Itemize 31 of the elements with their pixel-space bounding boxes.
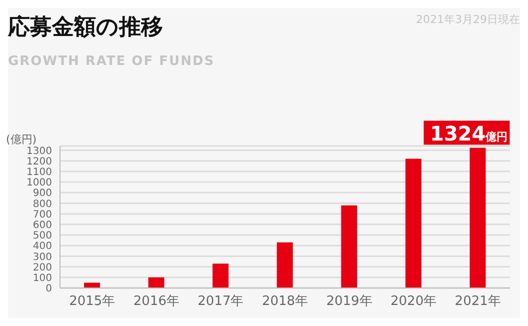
y-tick-label: 500 [32,230,52,242]
y-tick-label: 300 [32,252,52,263]
y-tick-label: 200 [32,262,52,274]
y-axis-title: (億円) [6,132,37,146]
bar [276,242,293,288]
bar [341,205,358,288]
y-tick-label: 600 [32,220,52,231]
x-tick-label: 2015年 [69,294,116,310]
chart-title: 応募金額の推移 [8,14,163,42]
data-label: 1324億円 [430,122,508,146]
x-tick-label: 2017年 [198,294,244,310]
y-tick-label: 1000 [26,178,52,189]
bar [405,158,422,288]
y-tick-label: 900 [32,188,52,200]
bar [470,148,486,288]
y-tick-label: 1200 [26,156,52,168]
bar [84,282,100,288]
y-tick-label: 0 [46,284,52,295]
x-tick-label: 2018年 [262,294,308,310]
x-tick-label: 2020年 [390,294,437,310]
y-tick-label: 700 [32,209,52,220]
y-tick-label: 800 [32,198,52,210]
y-tick-label: 100 [32,272,52,284]
x-tick-label: 2019年 [326,294,372,310]
x-tick-label: 2021年 [454,294,501,310]
x-tick-label: 2016年 [133,294,180,310]
y-tick-label: 1100 [26,166,52,178]
bar [212,264,229,288]
y-tick-label: 1300 [26,146,52,157]
y-tick-label: 400 [32,241,52,252]
bar [148,277,164,288]
